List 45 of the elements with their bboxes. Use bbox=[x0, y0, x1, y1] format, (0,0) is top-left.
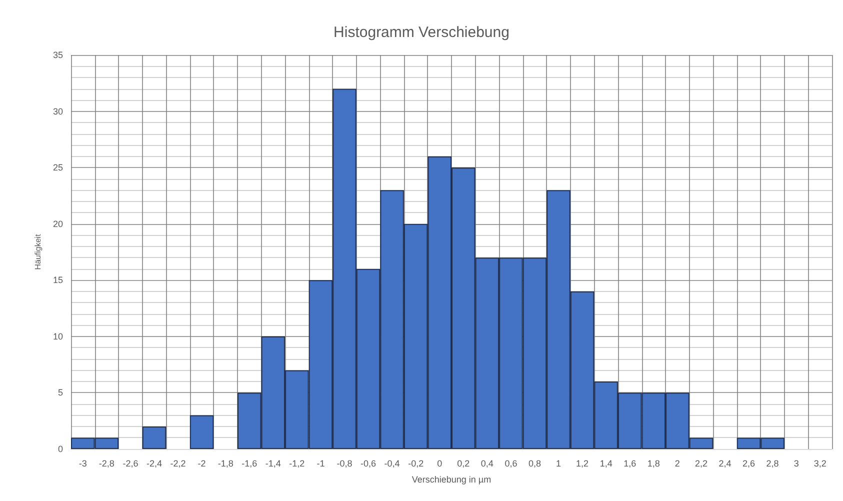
x-tick-label: 1,8 bbox=[647, 458, 660, 468]
y-tick-label: 20 bbox=[52, 218, 63, 229]
x-tick-label: 0,8 bbox=[528, 458, 541, 468]
bar bbox=[190, 415, 214, 449]
y-axis-title: Häufigkeit bbox=[34, 233, 43, 270]
x-tick-label: 1 bbox=[556, 458, 562, 468]
x-tick-label: 2,2 bbox=[694, 458, 708, 468]
x-tick-label: -3 bbox=[78, 458, 87, 468]
chart-title: Histogramm Verschiebung bbox=[334, 24, 510, 41]
x-axis-title: Verschiebung in µm bbox=[412, 474, 492, 484]
y-tick-label: 10 bbox=[52, 331, 63, 342]
x-tick-label: -2,6 bbox=[122, 458, 138, 468]
x-tick-label: 1,2 bbox=[576, 458, 589, 468]
x-tick-label: -2,8 bbox=[98, 458, 114, 468]
x-tick-label: -0,8 bbox=[336, 458, 352, 468]
x-tick-label: -2,4 bbox=[146, 458, 162, 468]
x-tick-label: 0,4 bbox=[480, 458, 494, 468]
x-tick-label: -0,6 bbox=[360, 458, 376, 468]
bar bbox=[142, 426, 166, 449]
x-tick-label: 2,8 bbox=[766, 458, 779, 468]
x-tick-label: -0,4 bbox=[384, 458, 400, 468]
x-tick-label: -1,4 bbox=[265, 458, 281, 468]
x-tick-label: -1,6 bbox=[242, 458, 258, 468]
x-tick-label: 2,4 bbox=[718, 458, 732, 468]
x-tick-label: -1 bbox=[316, 458, 325, 468]
y-tick-label: 0 bbox=[58, 444, 63, 454]
x-tick-label: -0,2 bbox=[408, 458, 424, 468]
x-tick-label: 1,4 bbox=[600, 458, 612, 468]
x-tick-label: 3,2 bbox=[814, 458, 826, 468]
x-tick-label: 0,2 bbox=[457, 458, 470, 468]
x-tick-label: 2,6 bbox=[742, 458, 756, 468]
y-tick-label: 30 bbox=[52, 106, 63, 116]
x-tick-label: -1,8 bbox=[218, 458, 234, 468]
x-tick-label: -1,2 bbox=[289, 458, 305, 468]
x-tick-label: 1,6 bbox=[624, 458, 636, 468]
x-tick-label: -2 bbox=[198, 458, 206, 468]
x-tick-label: 0 bbox=[437, 458, 442, 468]
x-tick-label: 2 bbox=[674, 458, 680, 468]
y-tick-label: 25 bbox=[52, 162, 63, 173]
y-tick-label: 35 bbox=[52, 50, 63, 60]
y-tick-label: 15 bbox=[52, 275, 63, 286]
x-tick-label: 3 bbox=[794, 458, 799, 468]
x-tick-label: -2,2 bbox=[170, 458, 186, 468]
x-tick-label: 0,6 bbox=[504, 458, 518, 468]
y-tick-label: 5 bbox=[58, 388, 63, 398]
